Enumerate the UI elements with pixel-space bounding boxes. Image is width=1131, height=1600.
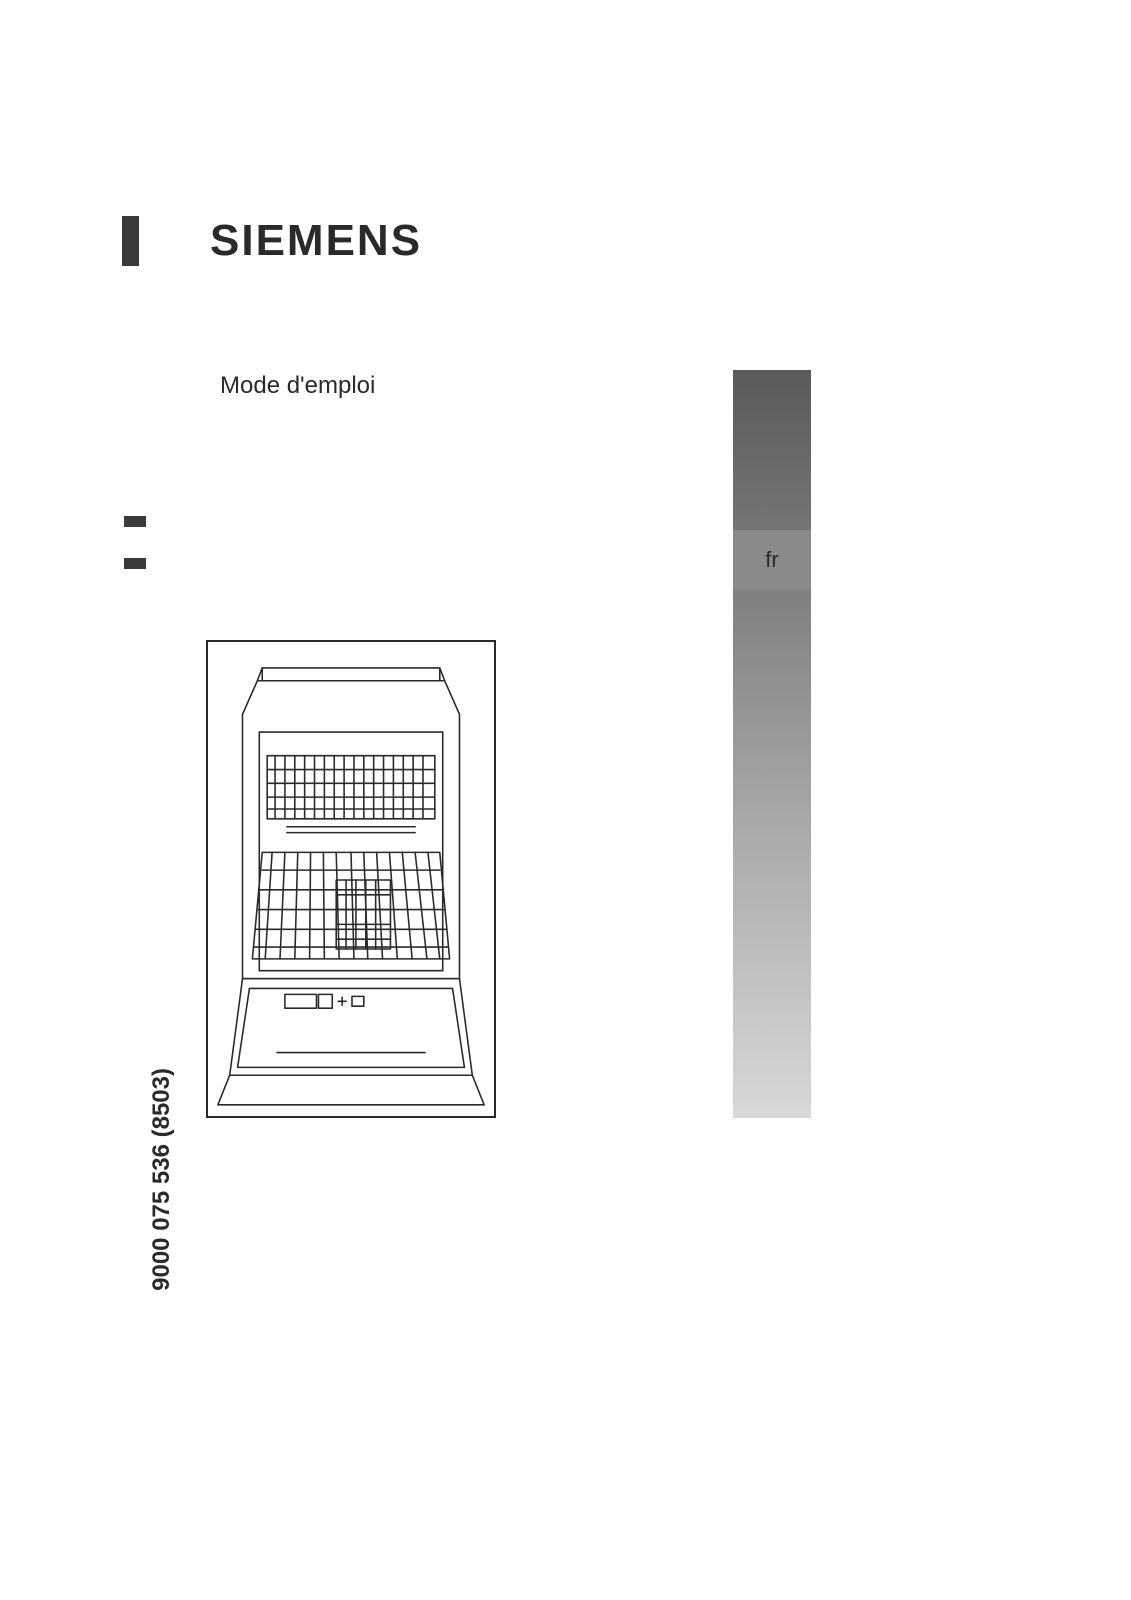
brand-name: SIEMENS [210, 216, 422, 266]
bullet-marker [124, 558, 146, 569]
bullet-marker [124, 516, 146, 527]
document-number: 9000 075 536 (8503) [148, 1068, 172, 1291]
brand-marker-bar [122, 216, 139, 266]
language-index-strip [733, 370, 811, 1118]
manual-cover-page: SIEMENS Mode d'emploi fr 9000 075 536 (8… [0, 0, 1131, 1600]
document-title: Mode d'emploi [220, 372, 375, 400]
language-code: fr [765, 547, 778, 573]
product-illustration [206, 640, 496, 1118]
language-tab: fr [733, 530, 811, 590]
